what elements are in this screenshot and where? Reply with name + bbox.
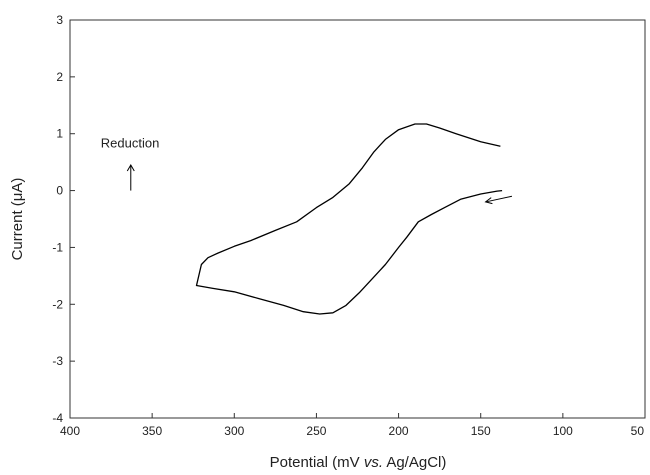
reduction-label: Reduction bbox=[101, 136, 160, 151]
reduction-arrow-head bbox=[126, 163, 135, 172]
y-tick-label: -1 bbox=[52, 240, 63, 254]
x-tick-label: 400 bbox=[60, 424, 80, 438]
y-tick-label: 0 bbox=[56, 184, 63, 198]
series-layer bbox=[195, 123, 503, 315]
x-axis-title-part2: Ag/AgCl) bbox=[383, 454, 446, 471]
x-tick-label: 150 bbox=[471, 424, 491, 438]
y-axis-title: Current (μA) bbox=[9, 178, 26, 261]
y-tick-label: -4 bbox=[52, 411, 63, 425]
y-tick-label: -2 bbox=[52, 297, 63, 311]
x-tick-label: 200 bbox=[389, 424, 409, 438]
x-tick-label: 100 bbox=[553, 424, 573, 438]
y-tick-label: 1 bbox=[56, 127, 63, 141]
scan-direction-arrow-head bbox=[484, 197, 493, 205]
annotation-layer: Reduction bbox=[101, 136, 513, 205]
scan-direction-arrow-shaft bbox=[485, 195, 513, 203]
x-axis-ticks: 400 350 300 250 200 150 100 50 bbox=[60, 413, 646, 438]
x-tick-label: 300 bbox=[224, 424, 244, 438]
y-tick-label: -3 bbox=[52, 354, 63, 368]
series-line bbox=[195, 123, 503, 315]
x-tick-label: 250 bbox=[306, 424, 326, 438]
y-tick-label: 2 bbox=[56, 70, 63, 84]
plot-frame bbox=[69, 19, 646, 419]
x-tick-label: 350 bbox=[142, 424, 162, 438]
y-tick-label: 3 bbox=[56, 13, 63, 27]
y-axis-ticks: 3 2 1 0 -1 -2 -3 -4 bbox=[52, 13, 75, 425]
x-axis-title-part1: Potential (mV bbox=[270, 454, 364, 471]
x-axis-title: Potential (mV vs. Ag/AgCl) bbox=[270, 454, 447, 471]
x-axis-title-italic: vs. bbox=[364, 454, 383, 471]
x-tick-label: 50 bbox=[631, 424, 645, 438]
